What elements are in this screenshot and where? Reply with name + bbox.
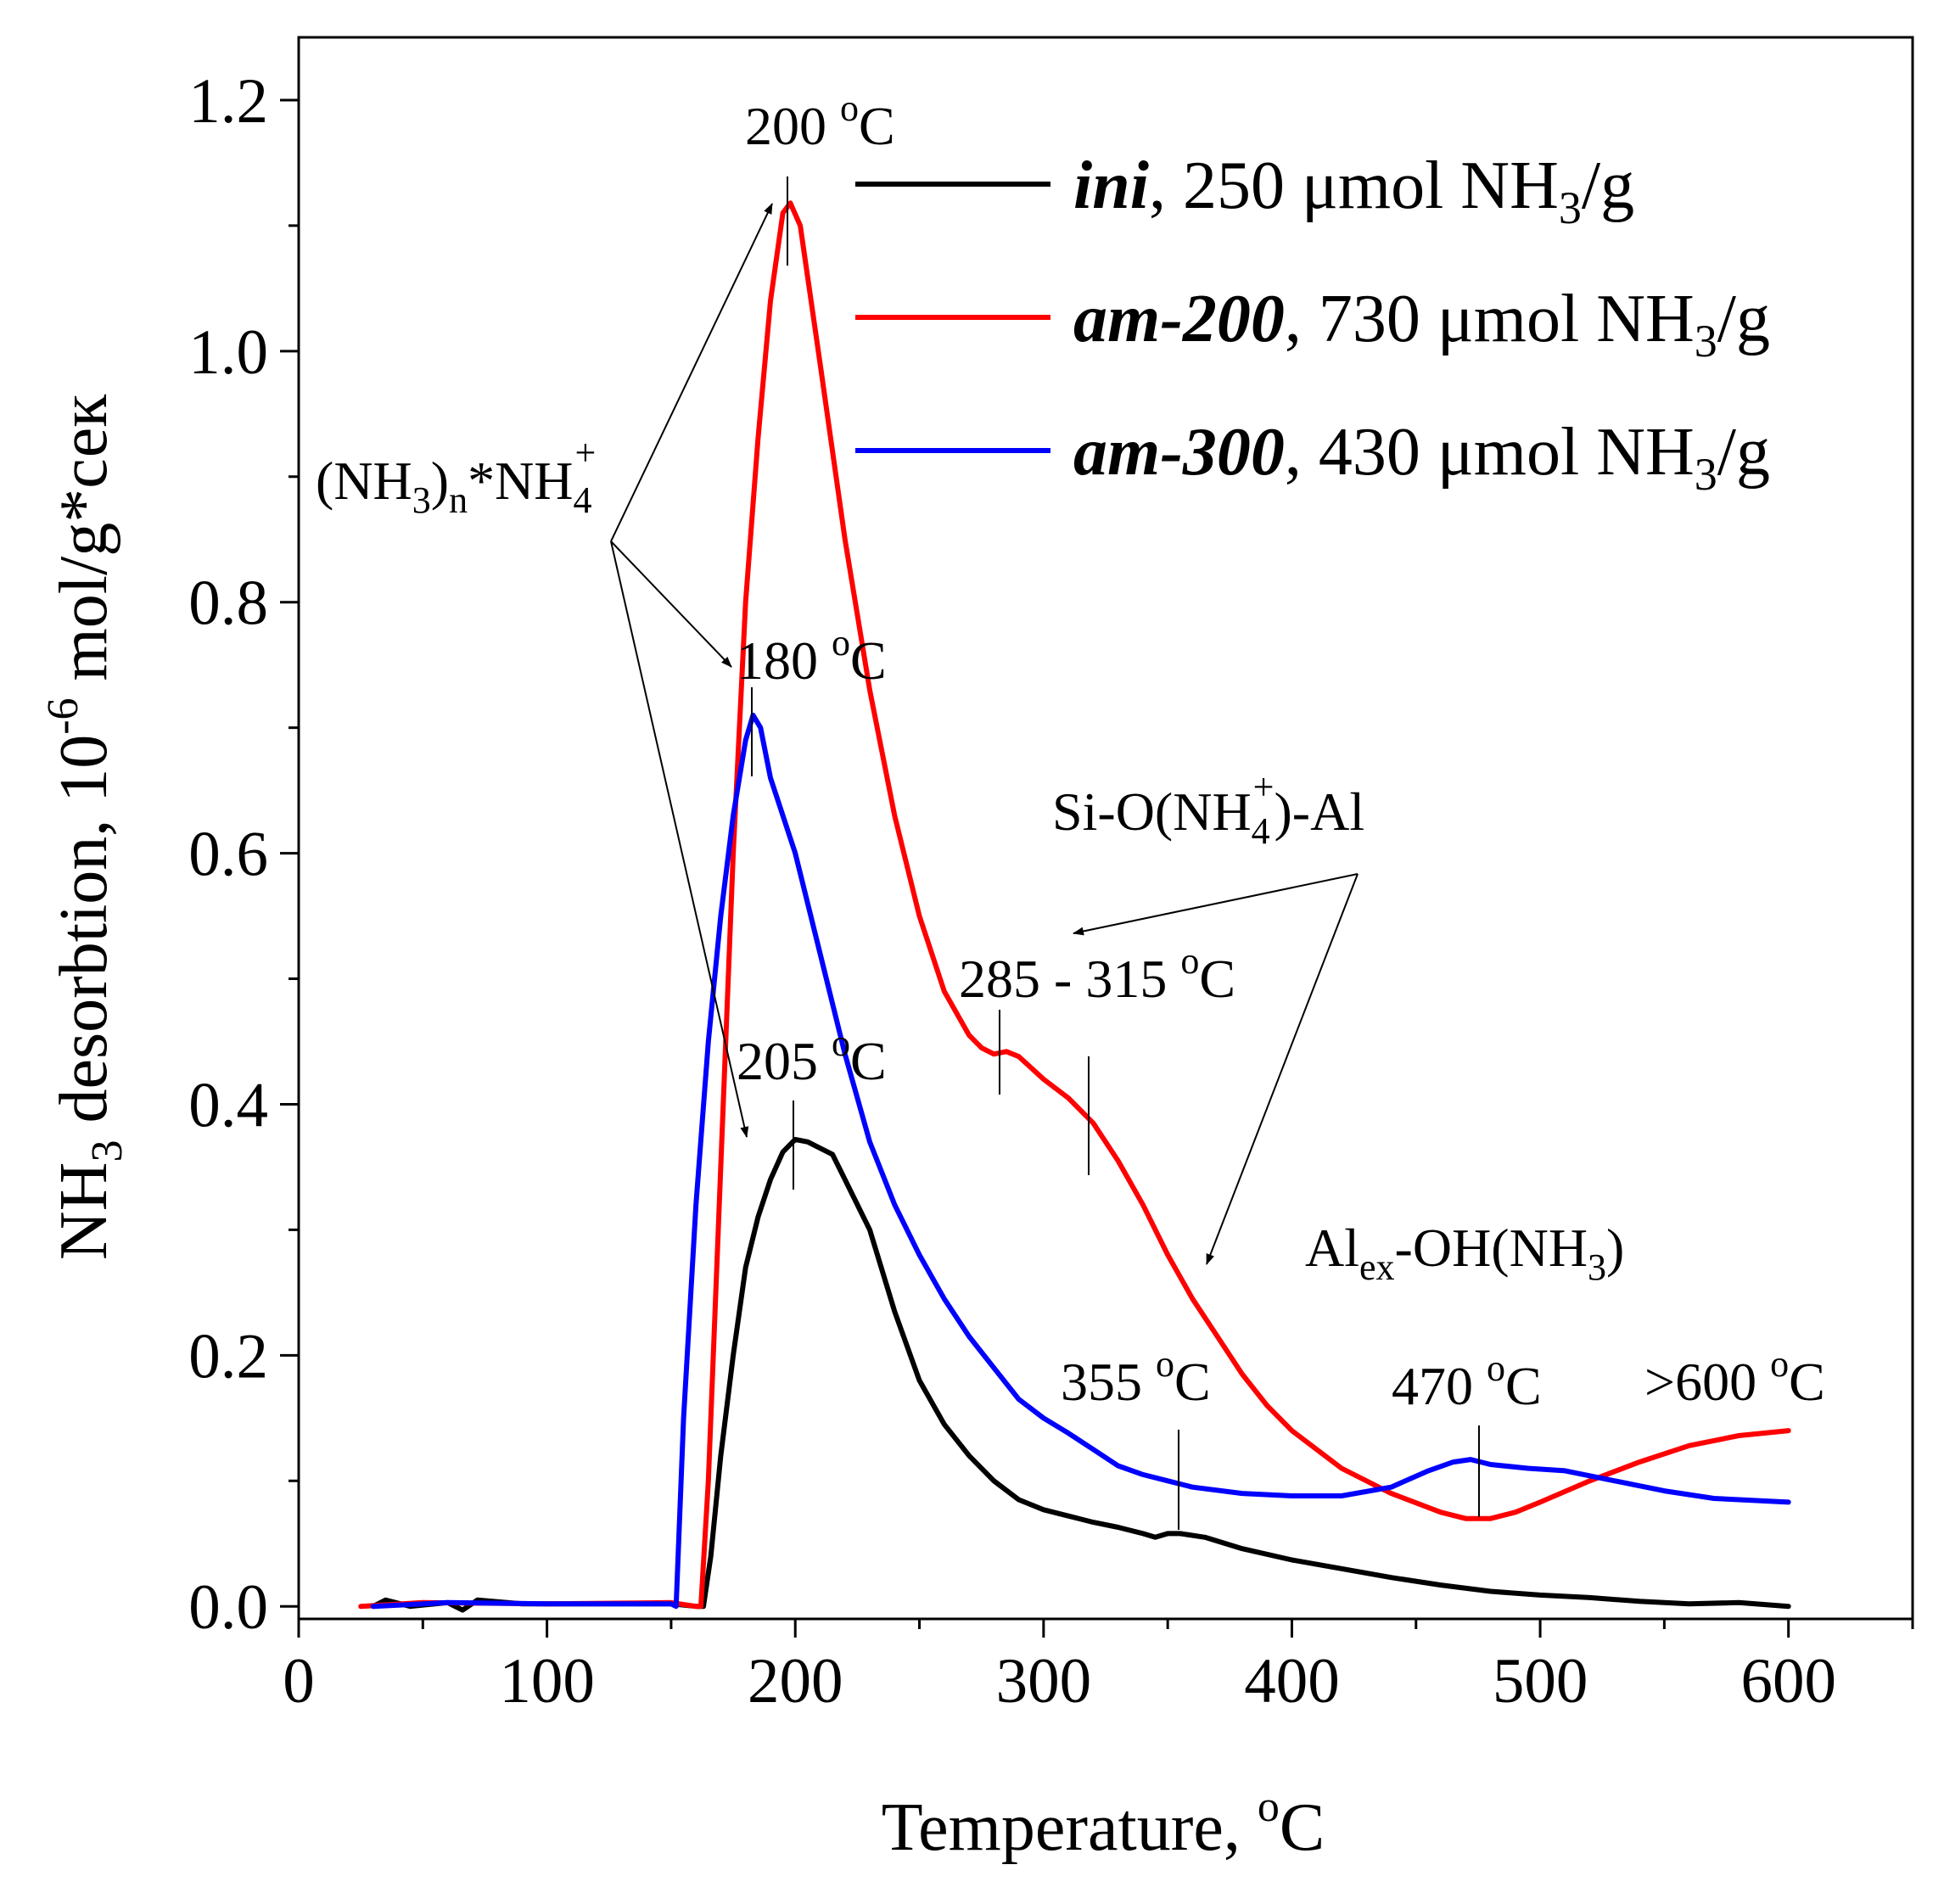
series-layer bbox=[358, 200, 1791, 1613]
legend-label-ini: ini, 250 μmol NH3/g bbox=[1073, 148, 1634, 233]
y-tick-label: 1.0 bbox=[188, 317, 268, 388]
leader-to-355 bbox=[1206, 873, 1359, 1265]
leader-to-285-315 bbox=[1073, 873, 1359, 936]
axis-tick-labels: 0 100 200 300 400 500 600 0.0 0.2 0.4 0.6 0.8 1.0 1.2 bbox=[188, 66, 1836, 1716]
y-axis-title: NH3 desorbtion, 10-6 mol/g*сек bbox=[39, 395, 132, 1260]
legend-label-am-200: am-200, 730 μmol NH3/g bbox=[1073, 282, 1770, 367]
y-tick-label: 0.2 bbox=[188, 1321, 268, 1392]
legend: ini, 250 μmol NH3/g am-200, 730 μmol NH3… bbox=[855, 148, 1770, 500]
annotation-leaders bbox=[610, 203, 1359, 1265]
y-tick-label: 1.2 bbox=[188, 66, 268, 137]
series-line-am-200 bbox=[358, 200, 1791, 1610]
y-tick-label: 0.4 bbox=[188, 1070, 268, 1140]
x-axis-title: Temperature, oC bbox=[882, 1783, 1325, 1865]
label-range-285-315: 285 - 315 oC bbox=[959, 940, 1235, 1009]
annotation-labels: 200 oC 180 oC 205 oC 285 - 315 oC 355 oC… bbox=[316, 87, 1825, 1416]
series-line-am-300 bbox=[370, 712, 1791, 1610]
label-peak-470: 470 oC bbox=[1392, 1347, 1542, 1416]
label-al-ex: Alex-OH(NH3) bbox=[1305, 1218, 1624, 1288]
y-tick-label: 0.0 bbox=[188, 1572, 268, 1643]
x-tick-label: 600 bbox=[1740, 1646, 1836, 1716]
x-tick-label: 400 bbox=[1244, 1646, 1340, 1716]
label-si-o-al: Si-O(NH4+)-Al bbox=[1052, 766, 1364, 852]
x-tick-label: 200 bbox=[748, 1646, 843, 1716]
axis-ticks bbox=[280, 98, 1914, 1638]
label-peak-600: >600 oC bbox=[1644, 1343, 1825, 1412]
peak-markers bbox=[751, 176, 1480, 1530]
label-peak-205: 205 oC bbox=[737, 1022, 887, 1091]
leader-to-205 bbox=[610, 540, 749, 1138]
x-tick-label: 300 bbox=[996, 1646, 1092, 1716]
label-peak-200: 200 oC bbox=[745, 87, 895, 156]
label-nh3-cluster: (NH3)n*NH4+ bbox=[316, 432, 596, 521]
label-peak-180: 180 oC bbox=[737, 622, 887, 691]
legend-label-am-300: am-300, 430 μmol NH3/g bbox=[1073, 415, 1770, 500]
plot-frame bbox=[297, 36, 1914, 1621]
y-tick-label: 0.6 bbox=[188, 820, 268, 890]
x-tick-label: 500 bbox=[1493, 1646, 1588, 1716]
label-peak-355: 355 oC bbox=[1061, 1343, 1211, 1412]
leader-to-200 bbox=[610, 203, 773, 542]
leader-to-180 bbox=[610, 540, 732, 668]
y-tick-label: 0.8 bbox=[188, 568, 268, 639]
x-tick-label: 100 bbox=[499, 1646, 595, 1716]
x-tick-label: 0 bbox=[283, 1646, 315, 1716]
